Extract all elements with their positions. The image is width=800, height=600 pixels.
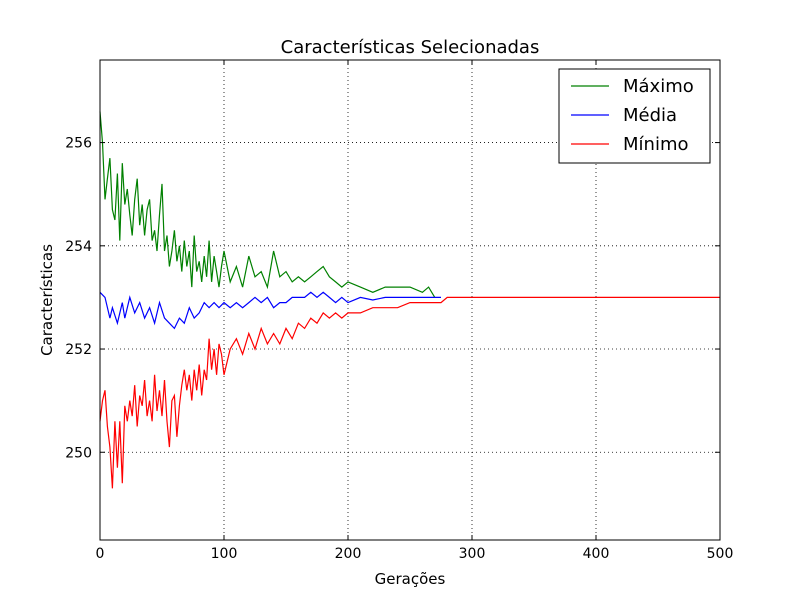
- y-axis-label: Características: [38, 244, 56, 356]
- legend-label: Máximo: [623, 76, 694, 97]
- x-axis: 0 100 200 300 400 500: [96, 60, 734, 562]
- legend-box: [558, 68, 711, 164]
- x-tick-label: 300: [459, 546, 486, 562]
- x-tick-label: 200: [335, 546, 362, 562]
- series-line-3: [99, 296, 720, 489]
- plot-lines: [99, 111, 720, 489]
- legend-label: Mínimo: [623, 134, 689, 155]
- series-line-1: [99, 111, 436, 298]
- x-axis-label: Gerações: [375, 570, 446, 588]
- y-tick-label: 254: [65, 239, 92, 255]
- series-line-2: [99, 291, 441, 330]
- x-tick-label: 500: [707, 546, 734, 562]
- x-tick-label: 100: [211, 546, 238, 562]
- y-tick-label: 252: [65, 342, 92, 358]
- legend-label: Média: [623, 105, 677, 126]
- plot-frame: [99, 59, 721, 541]
- x-tick-label: 0: [96, 546, 105, 562]
- y-tick-label: 256: [65, 136, 92, 152]
- x-tick-label: 400: [583, 546, 610, 562]
- chart-title: Características Selecionadas: [281, 37, 540, 58]
- legend: Máximo Média Mínimo: [558, 68, 711, 164]
- y-tick-label: 250: [65, 445, 92, 461]
- y-axis: 250 252 254 256: [65, 136, 720, 461]
